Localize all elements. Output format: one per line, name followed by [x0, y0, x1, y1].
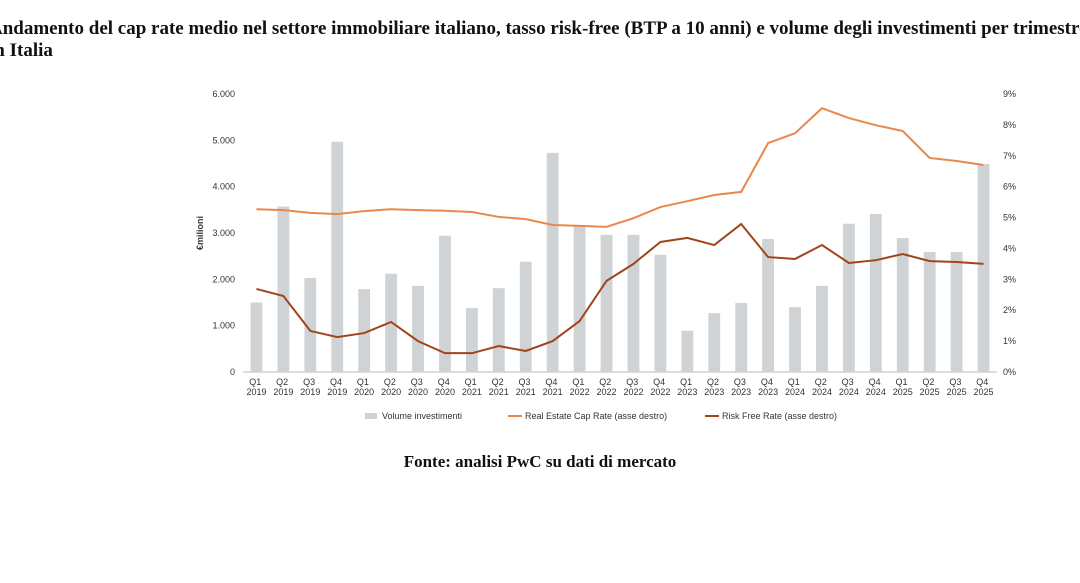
y2-tick-label: 6%: [1003, 182, 1016, 192]
legend-label: Risk Free Rate (asse destro): [722, 411, 837, 421]
bar: [789, 307, 801, 372]
bar: [465, 308, 478, 372]
y-tick-label: 5.000: [212, 135, 235, 145]
y-tick-label: 0: [230, 367, 235, 377]
bar: [439, 235, 451, 372]
y2-tick-label: 0%: [1003, 367, 1016, 377]
x-tick-label: Q2 2021: [489, 377, 509, 397]
bar: [762, 239, 775, 372]
x-tick-label: Q3 2021: [516, 377, 536, 397]
bar: [546, 152, 559, 372]
bar: [627, 234, 640, 372]
bar: [412, 285, 424, 372]
y2-tick-label: 4%: [1003, 243, 1016, 253]
bar: [977, 163, 990, 372]
bar: [277, 206, 290, 372]
bar: [519, 261, 532, 372]
y2-tick-label: 1%: [1003, 336, 1016, 346]
legend-label: Real Estate Cap Rate (asse destro): [525, 411, 667, 421]
x-tick-label: Q2 2025: [920, 377, 940, 397]
y2-tick-label: 7%: [1003, 151, 1016, 161]
bar: [304, 277, 317, 372]
x-tick-label: Q2 2023: [704, 377, 724, 397]
bar: [735, 302, 748, 372]
bar: [492, 288, 505, 372]
bar: [708, 313, 721, 372]
y2-tick-label: 3%: [1003, 274, 1016, 284]
x-tick-label: Q1 2021: [462, 377, 482, 397]
y2-tick-label: 9%: [1003, 89, 1016, 99]
x-tick-label: Q4 2023: [758, 377, 778, 397]
x-tick-label: Q4 2025: [974, 377, 994, 397]
bar: [331, 141, 344, 372]
y-tick-label: 1.000: [212, 321, 235, 331]
y2-tick-label: 5%: [1003, 213, 1016, 223]
x-tick-label: Q1 2020: [354, 377, 374, 397]
x-tick-label: Q2 2022: [597, 377, 617, 397]
x-tick-label: Q4 2021: [543, 377, 563, 397]
bar: [869, 214, 882, 372]
bar: [950, 251, 963, 372]
x-tick-label: Q4 2020: [435, 377, 455, 397]
chart-title: Andamento del cap rate medio nel settore…: [0, 18, 1080, 61]
x-tick-label: Q2 2024: [812, 377, 832, 397]
line: [256, 107, 984, 228]
bar: [358, 289, 371, 372]
x-tick-label: Q1 2024: [785, 377, 805, 397]
x-tick-label: Q1 2022: [570, 377, 590, 397]
x-tick-label: Q2 2019: [273, 377, 293, 397]
x-tick-label: Q1 2019: [246, 377, 266, 397]
x-tick-label: Q1 2025: [893, 377, 913, 397]
x-tick-label: Q3 2022: [623, 377, 643, 397]
y-axis-label: €milioni: [195, 216, 205, 250]
bar: [923, 251, 936, 372]
y-tick-label: 2.000: [212, 274, 235, 284]
x-tick-label: Q3 2023: [731, 377, 751, 397]
bar: [250, 302, 263, 372]
x-tick-label: Q4 2024: [866, 377, 886, 397]
legend-swatch: [365, 413, 377, 419]
bar: [654, 254, 667, 372]
x-tick-label: Q4 2022: [650, 377, 670, 397]
x-tick-label: Q2 2020: [381, 377, 401, 397]
legend-label: Volume investimenti: [382, 411, 462, 421]
y2-tick-label: 8%: [1003, 120, 1016, 130]
x-tick-label: Q3 2024: [839, 377, 859, 397]
x-tick-label: Q1 2023: [677, 377, 697, 397]
y-tick-label: 6.000: [212, 89, 235, 99]
bar: [896, 238, 909, 372]
x-tick-label: Q3 2025: [947, 377, 967, 397]
bar: [816, 285, 828, 372]
bar: [842, 223, 855, 372]
line: [256, 222, 984, 355]
chart-source: Fonte: analisi PwC su dati di mercato: [403, 452, 677, 471]
y-tick-label: 3.000: [212, 228, 235, 238]
y-tick-label: 4.000: [212, 182, 235, 192]
bar: [681, 330, 694, 372]
x-tick-label: Q3 2020: [408, 377, 428, 397]
y2-tick-label: 2%: [1003, 305, 1016, 315]
bar: [573, 226, 586, 372]
bar: [600, 234, 613, 372]
x-tick-label: Q4 2019: [327, 377, 347, 397]
x-tick-label: Q3 2019: [300, 377, 320, 397]
